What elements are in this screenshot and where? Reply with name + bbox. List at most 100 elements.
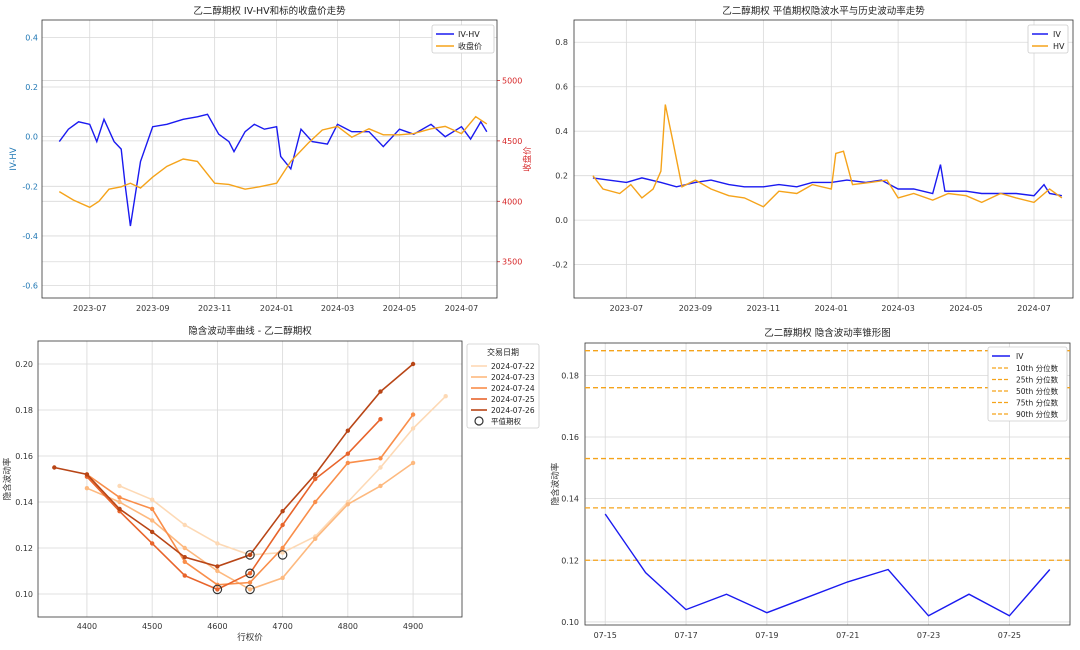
- x-tick-label: 4900: [403, 622, 423, 631]
- data-point: [182, 545, 187, 551]
- plot-frame: [41, 19, 498, 299]
- x-tick-label: 2024-01: [260, 304, 293, 313]
- data-point: [345, 428, 351, 433]
- x-tick-label: 2023-07: [610, 304, 643, 313]
- legend-label: 25th 分位数: [1016, 375, 1059, 385]
- y-tick-label: -0.6: [22, 282, 38, 291]
- y-axis-label: IV-HV: [9, 147, 19, 170]
- x-tick-label: 2024-01: [815, 304, 848, 313]
- y-tick-label: 0.18: [561, 371, 579, 380]
- y-tick-label: 0.10: [561, 618, 579, 627]
- x-tick-label: 4800: [338, 622, 358, 631]
- y-right-tick-label: 4000: [502, 197, 522, 206]
- chart-iv-smile: 4400 4500 4600 4700 4800 4900 0.20 0.18 0.16 0.14…: [2, 325, 540, 643]
- data-point: [378, 456, 383, 461]
- data-point: [378, 465, 383, 470]
- y-tick-label: 0.2: [555, 172, 568, 181]
- data-point: [117, 506, 122, 512]
- legend-box: [466, 343, 540, 429]
- legend-label: 90th 分位数: [1016, 409, 1059, 419]
- series-line: [58, 115, 488, 209]
- legend-label: 75th 分位数: [1016, 398, 1059, 408]
- data-point: [149, 529, 155, 535]
- data-point: [182, 573, 187, 578]
- x-tick-label: 4500: [142, 622, 162, 631]
- legend-label: 2024-07-24: [491, 384, 535, 393]
- series-line: [592, 164, 1063, 197]
- legend-label: 50th 分位数: [1016, 386, 1059, 396]
- data-point: [280, 550, 285, 555]
- data-point: [313, 476, 318, 482]
- data-point: [182, 559, 187, 564]
- series-line: [592, 104, 1063, 208]
- y-axis-label: 隐含波动率: [2, 457, 13, 500]
- series-line: [86, 418, 382, 591]
- y-tick-label: 0.0: [25, 133, 38, 142]
- legend-label: HV: [1053, 42, 1065, 51]
- series-line: [58, 113, 488, 227]
- data-point: [215, 564, 220, 569]
- legend-label: 2024-07-22: [491, 362, 535, 371]
- y-tick-label: 0.4: [555, 127, 568, 136]
- x-axis-label: 行权价: [237, 632, 263, 643]
- data-point: [345, 502, 351, 507]
- data-point: [345, 451, 351, 456]
- series-line: [86, 462, 414, 591]
- atm-marker: [245, 568, 255, 579]
- x-tick-label: 2023-07: [73, 304, 106, 313]
- y-tick-label: -0.4: [22, 232, 38, 241]
- data-point: [410, 426, 416, 431]
- y-right-tick-label: 4500: [502, 137, 522, 146]
- y-tick-label: 0.16: [15, 452, 33, 461]
- x-tick-label: 07-15: [594, 631, 617, 640]
- x-tick-label: 2023-11: [198, 304, 231, 313]
- data-point: [313, 472, 318, 477]
- legend-atm-marker: [474, 416, 484, 426]
- data-point: [313, 536, 318, 541]
- data-point: [378, 483, 383, 489]
- x-tick-label: 07-23: [917, 631, 940, 640]
- atm-marker: [245, 584, 255, 595]
- y-right-tick-label: 3500: [502, 258, 522, 267]
- data-point: [378, 417, 383, 422]
- legend-label: IV: [1016, 352, 1024, 361]
- y-tick-label: 0.12: [561, 556, 579, 565]
- y-tick-label: 0.20: [15, 360, 33, 369]
- x-tick-label: 07-21: [836, 631, 859, 640]
- y-tick-label: 0.0: [555, 216, 568, 225]
- y-tick-label: 0.10: [15, 590, 33, 599]
- chart-iv-cone: 07-15 07-17 07-19 07-21 07-23 07-25 0.18 0.16 0.…: [550, 327, 1071, 640]
- data-point: [280, 522, 285, 528]
- legend-label: 2024-07-25: [491, 395, 535, 404]
- data-point: [215, 541, 220, 546]
- x-tick-label: 2023-11: [747, 304, 780, 313]
- x-tick-label: 2024-03: [881, 304, 914, 313]
- x-tick-label: 07-17: [674, 631, 697, 640]
- data-point: [410, 412, 416, 417]
- legend-title: 交易日期: [487, 347, 519, 357]
- y-axis-label: 隐含波动率: [550, 462, 561, 505]
- x-tick-label: 2024-07: [1017, 304, 1050, 313]
- atm-marker: [277, 550, 288, 560]
- legend-label: 2024-07-26: [491, 406, 535, 415]
- data-point: [117, 483, 122, 489]
- x-tick-label: 07-25: [998, 631, 1021, 640]
- data-point: [117, 495, 122, 500]
- y-tick-label: 0.12: [15, 544, 33, 553]
- y-tick-label: 0.14: [15, 498, 33, 507]
- atm-marker: [245, 550, 255, 560]
- chart-iv-hv-close: 2023-07 2023-09 2023-11 2024-01 2024-03 2024-…: [9, 5, 533, 313]
- plot-frame: [573, 19, 1074, 299]
- x-tick-label: 4700: [272, 622, 292, 631]
- chart-title: 乙二醇期权 平值期权隐波水平与历史波动率走势: [722, 5, 925, 17]
- series-line: [604, 513, 1051, 617]
- data-point: [247, 571, 253, 576]
- legend-label: IV-HV: [458, 30, 480, 39]
- y-tick-label: 0.4: [25, 33, 38, 42]
- x-tick-label: 2023-09: [679, 304, 712, 313]
- y-tick-label: -0.2: [22, 182, 38, 191]
- data-point: [280, 509, 285, 514]
- x-tick-label: 07-19: [755, 631, 778, 640]
- atm-marker: [212, 584, 223, 595]
